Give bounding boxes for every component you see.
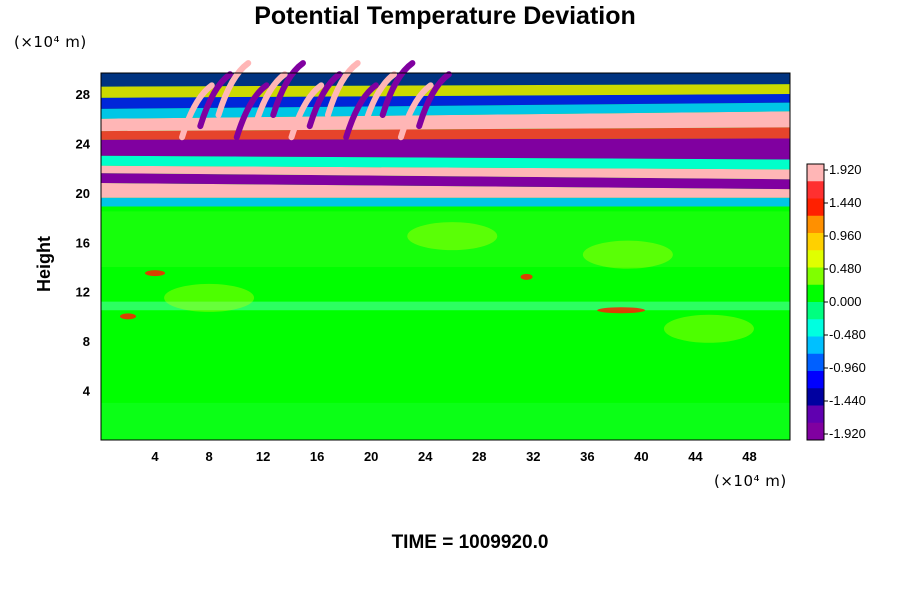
colorbar-swatch [807, 371, 824, 389]
colorbar-swatch [807, 215, 824, 234]
x-tick-label: 8 [205, 449, 212, 464]
wave-crest [306, 71, 343, 130]
positive-patch [597, 307, 646, 314]
colorbar-label: 1.920 [829, 162, 862, 177]
y-tick-label: 28 [76, 87, 90, 102]
x-axis-ticks: 4 8 12 16 20 24 28 32 36 40 44 48 [151, 449, 756, 464]
weak-anomaly [407, 222, 498, 251]
wave-crest [179, 82, 215, 141]
x-tick-label: 16 [310, 449, 324, 464]
weak-anomaly [663, 314, 754, 343]
positive-patch [145, 270, 166, 277]
field-band [101, 211, 790, 268]
x-tick-label: 24 [418, 449, 433, 464]
colorbar-swatch [807, 267, 824, 286]
y-axis-unit: (×10⁴ m) [14, 33, 87, 51]
colorbar-label: 0.000 [829, 294, 862, 309]
field-band [101, 94, 790, 109]
x-tick-label: 4 [151, 449, 159, 464]
field-band [101, 402, 790, 440]
colorbar-label: -1.440 [829, 393, 866, 408]
colorbar-label: -0.960 [829, 360, 866, 375]
colorbar-swatch [807, 388, 824, 406]
colorbar-label: -0.480 [829, 327, 866, 342]
wave-crest [288, 82, 325, 141]
y-tick-label: 12 [76, 285, 90, 300]
y-axis-ticks: 4 8 12 16 20 24 28 [76, 87, 91, 399]
colorbar-swatch [807, 198, 824, 217]
colorbar-swatch [807, 233, 824, 251]
plot-frame [100, 72, 791, 441]
y-tick-label: 20 [76, 186, 90, 201]
field-band [101, 138, 790, 160]
chart-title: Potential Temperature Deviation [254, 2, 636, 30]
colorbar-swatch [807, 405, 824, 424]
wave-crest [252, 71, 288, 130]
colorbar-swatch [807, 353, 824, 372]
x-tick-label: 44 [688, 449, 703, 464]
wave-crest [361, 71, 398, 130]
colorbar: 1.920 1.440 0.960 0.480 0.000 -0.480 -0.960 -1.… [806, 162, 866, 441]
y-tick-label: 4 [83, 384, 91, 399]
wave-crest [416, 71, 452, 130]
field-band [101, 173, 790, 190]
colorbar-label: 0.480 [829, 261, 862, 276]
wave-crest [343, 82, 379, 141]
wave-crest [379, 60, 416, 119]
wave-crest [197, 71, 234, 130]
colorbar-swatch [807, 181, 824, 199]
x-tick-label: 20 [364, 449, 378, 464]
wave-crest [397, 82, 434, 141]
x-tick-label: 48 [742, 449, 756, 464]
colorbar-label: 0.960 [829, 228, 862, 243]
x-tick-label: 36 [580, 449, 594, 464]
field-layer [101, 60, 790, 440]
time-label: TIME = 1009920.0 [391, 532, 549, 553]
y-tick-label: 24 [76, 136, 91, 151]
x-tick-label: 28 [472, 449, 486, 464]
weak-anomaly [582, 240, 673, 269]
weak-anomaly [164, 283, 255, 312]
wave-crest [270, 60, 306, 119]
colorbar-swatch [807, 284, 824, 303]
field-band [101, 182, 790, 198]
field-band [101, 127, 790, 140]
positive-patch [120, 313, 137, 320]
colorbar-swatch [807, 164, 824, 182]
colorbar-label: 1.440 [829, 195, 862, 210]
x-tick-label: 12 [256, 449, 270, 464]
x-tick-label: 40 [634, 449, 648, 464]
colorbar-swatch [807, 319, 824, 337]
colorbar-swatch [807, 422, 824, 441]
y-tick-label: 16 [76, 235, 90, 250]
wave-crest [215, 60, 252, 119]
positive-patch [520, 273, 533, 280]
field-band [101, 165, 790, 180]
field-band [101, 111, 790, 132]
field-band [101, 155, 790, 170]
field-band [101, 197, 790, 207]
colorbar-swatch [807, 302, 824, 320]
colorbar-swatch [807, 250, 824, 268]
wave-crest [233, 82, 270, 141]
y-tick-label: 8 [83, 334, 90, 349]
colorbar-label: -1.920 [829, 426, 866, 441]
wave-crest [324, 60, 361, 119]
x-axis-unit: (×10⁴ m) [714, 472, 787, 490]
x-tick-label: 32 [526, 449, 540, 464]
colorbar-swatch [807, 336, 824, 355]
